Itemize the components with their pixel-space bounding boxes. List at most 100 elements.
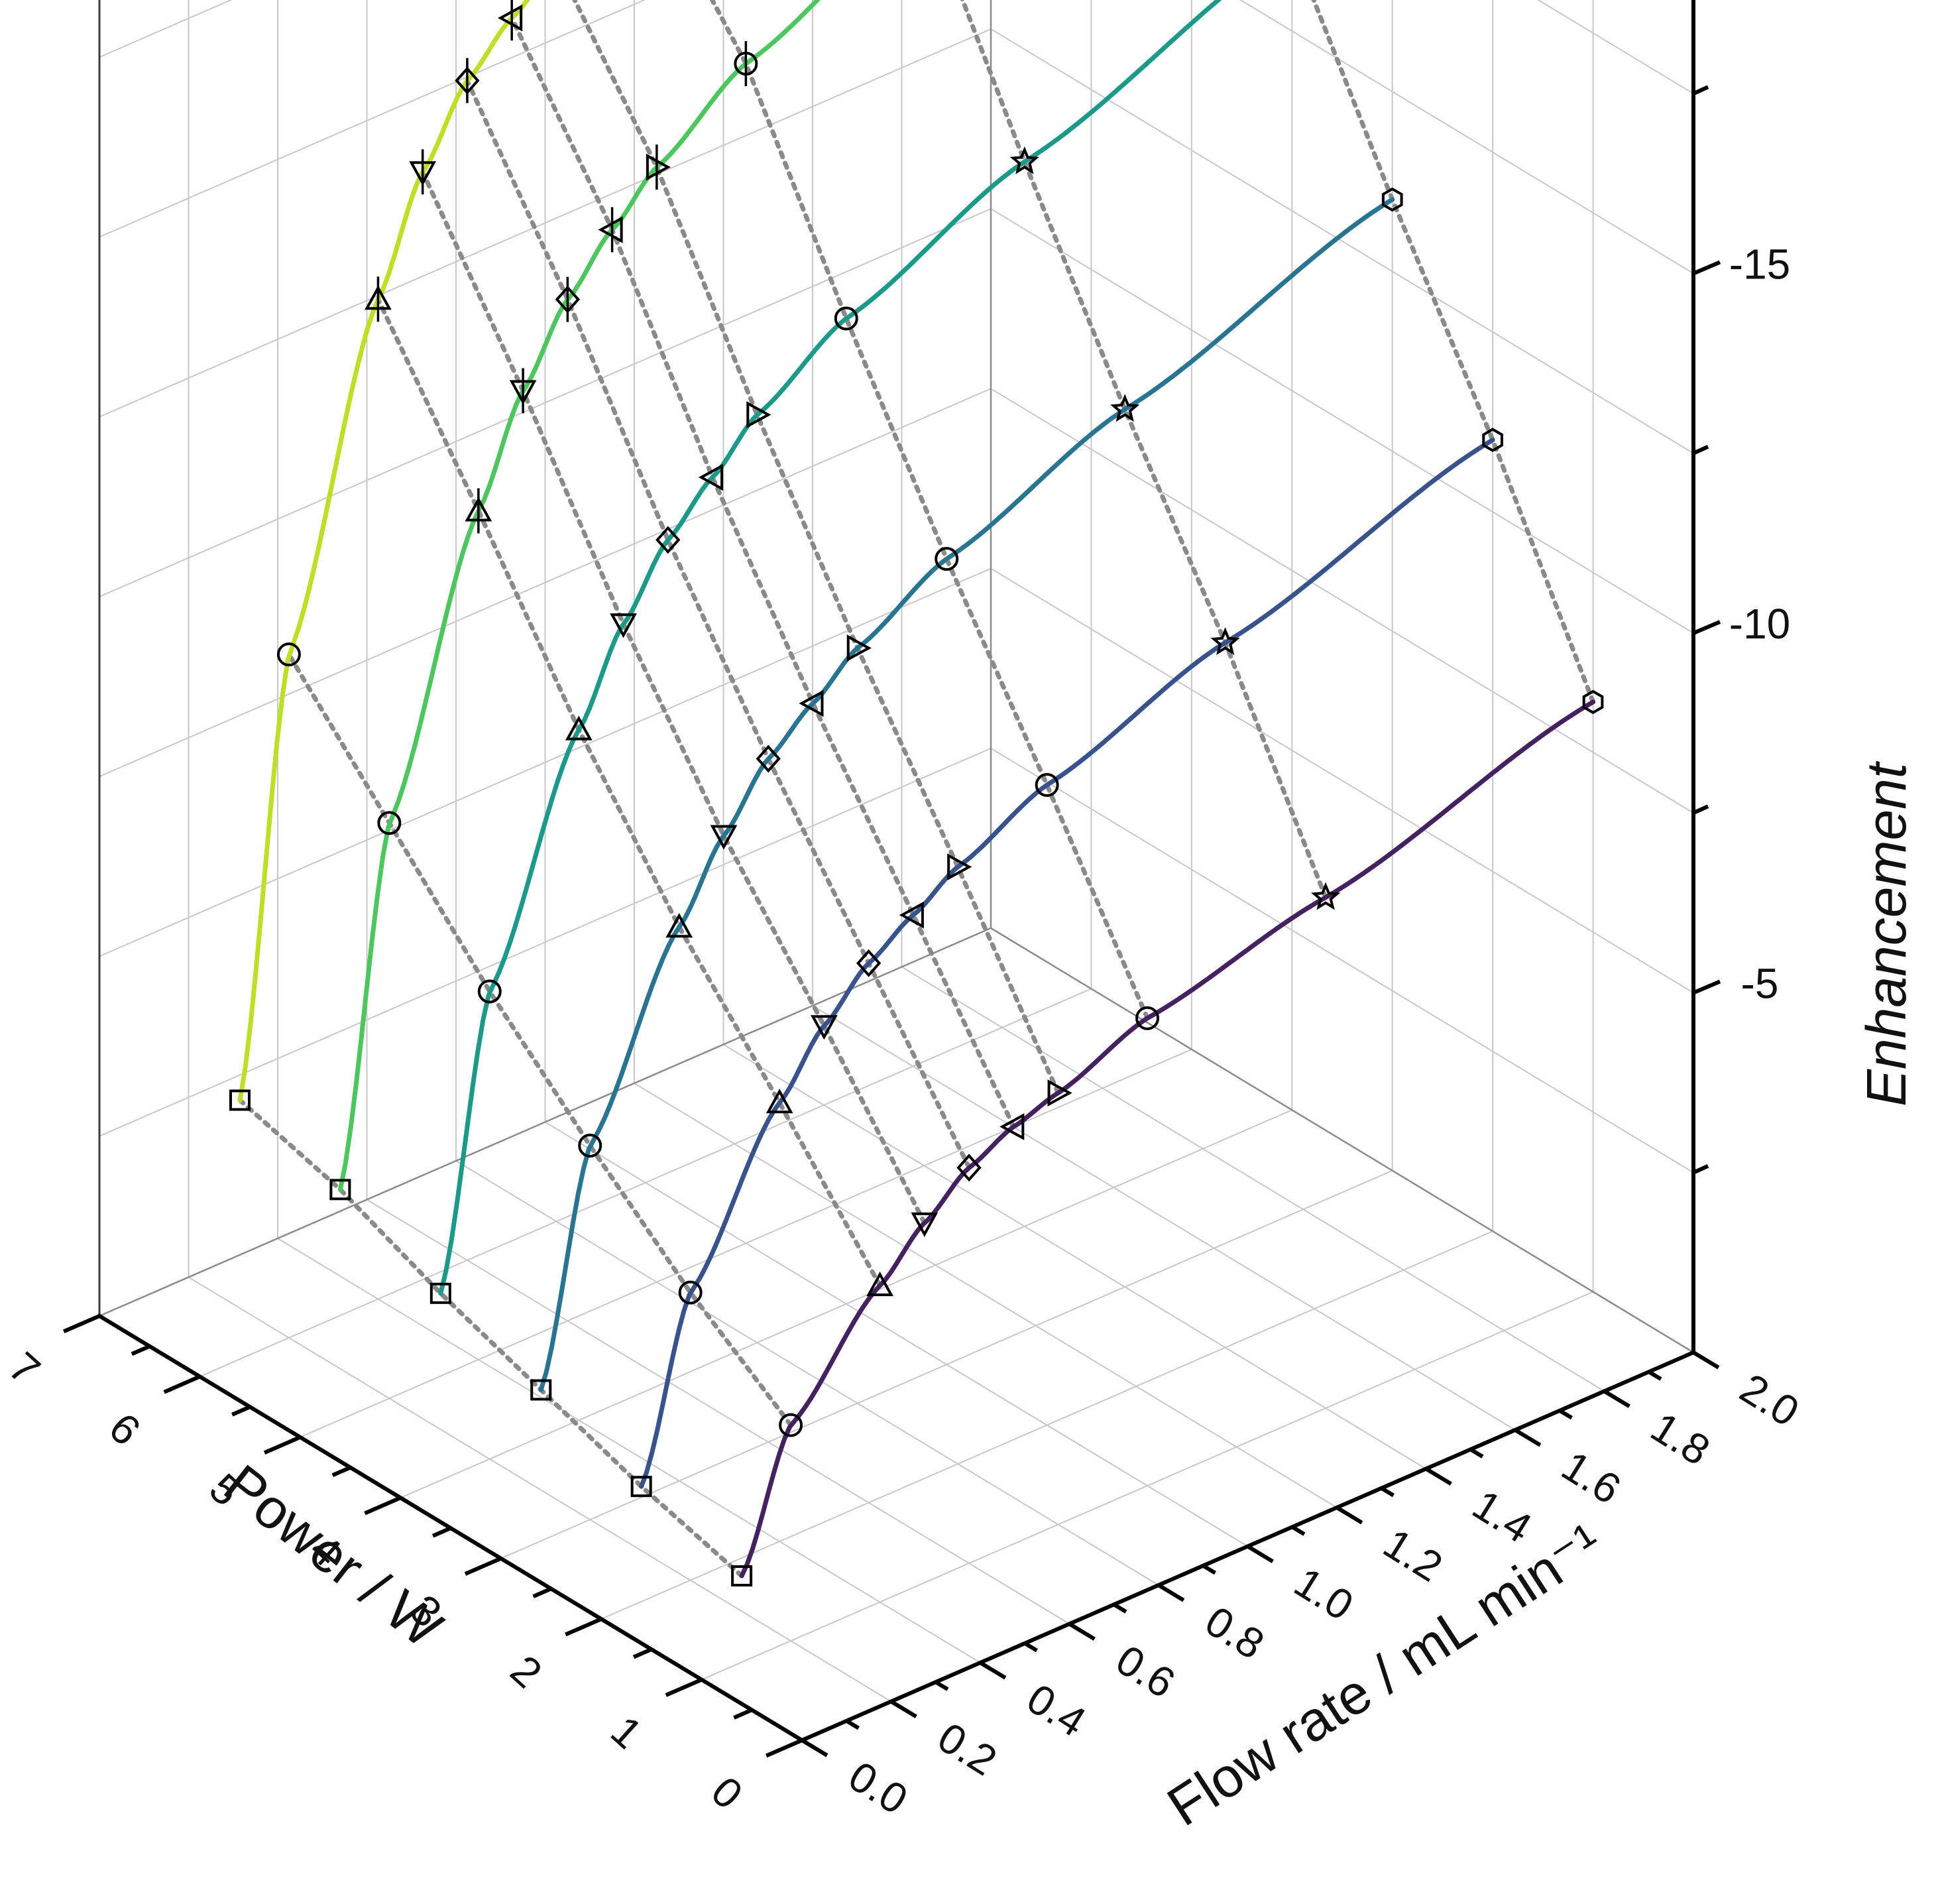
side-wall-grid-line bbox=[990, 208, 1694, 634]
data-point-star bbox=[1210, 627, 1240, 656]
projection-line bbox=[1311, 0, 1596, 705]
data-point-star bbox=[1110, 394, 1140, 422]
floor-grid-line bbox=[400, 1109, 1292, 1499]
x-minor-tick bbox=[1202, 1564, 1216, 1575]
x-tick-label: 2.0 bbox=[1732, 1364, 1807, 1436]
x-minor-tick bbox=[1380, 1486, 1395, 1498]
floor-grid-line bbox=[500, 1169, 1393, 1559]
side-wall-grid-line bbox=[990, 28, 1694, 454]
z-tick-label: -5 bbox=[1741, 960, 1779, 1008]
side-wall-grid-line bbox=[1239, 0, 1694, 274]
x-minor-tick bbox=[845, 1719, 860, 1730]
x-tick bbox=[1424, 1466, 1452, 1486]
z-axis-label: Enhancement bbox=[1855, 760, 1917, 1106]
x-minor-tick bbox=[1648, 1370, 1662, 1381]
x-tick bbox=[979, 1661, 1007, 1680]
data-point-triangle-up bbox=[365, 285, 392, 310]
box-edge bbox=[99, 927, 992, 1317]
z-minor-tick bbox=[1692, 445, 1709, 455]
floor-grid-line bbox=[188, 1276, 892, 1702]
y-tick-label: 1 bbox=[602, 1706, 652, 1757]
data-point-triangle-up bbox=[465, 497, 492, 522]
data-point-circle bbox=[1135, 1006, 1160, 1030]
data-point-square bbox=[530, 1379, 552, 1401]
data-point-triangle-down bbox=[811, 1015, 838, 1040]
x-tick bbox=[1514, 1428, 1542, 1447]
back-wall-grid-line bbox=[99, 28, 992, 418]
projection-line bbox=[286, 652, 793, 1428]
y-minor-tick bbox=[431, 1526, 452, 1538]
x-tick-label: 1.0 bbox=[1286, 1558, 1362, 1630]
y-tick bbox=[665, 1677, 703, 1697]
z-tick bbox=[1692, 260, 1721, 276]
floor-grid-line bbox=[812, 1005, 1516, 1431]
series-curve-power-1 bbox=[739, 699, 1596, 1578]
projection-line bbox=[375, 296, 883, 1288]
data-point-triangle-right bbox=[947, 853, 972, 880]
y-minor-tick bbox=[131, 1344, 150, 1356]
data-point-diamond bbox=[656, 526, 681, 554]
data-point-diamond bbox=[555, 285, 581, 314]
x-tick-label: 0.2 bbox=[930, 1713, 1005, 1785]
side-wall-grid-line bbox=[990, 747, 1694, 1173]
data-point-circle bbox=[935, 547, 959, 571]
data-point-circle bbox=[477, 979, 502, 1004]
floor-grid-line bbox=[277, 1238, 981, 1663]
series-curves bbox=[237, 0, 1596, 1578]
x-minor-tick bbox=[1291, 1525, 1306, 1536]
x-minor-tick bbox=[1113, 1602, 1127, 1614]
data-point-circle bbox=[377, 811, 402, 835]
floor-grid-line bbox=[366, 1199, 1070, 1625]
data-point-triangle-left bbox=[698, 463, 724, 491]
data-point-diamond bbox=[455, 66, 480, 95]
data-point-triangle-down bbox=[911, 1212, 939, 1237]
y-tick bbox=[263, 1435, 302, 1455]
y-tick bbox=[364, 1496, 402, 1516]
data-point-triangle-left bbox=[799, 689, 824, 717]
x-minor-tick bbox=[1558, 1409, 1573, 1420]
y-minor-tick bbox=[231, 1405, 251, 1417]
x-tick-label: 0.0 bbox=[840, 1752, 916, 1824]
x-minor-tick bbox=[1469, 1447, 1484, 1458]
x-tick-label: 1.8 bbox=[1643, 1403, 1719, 1474]
y-tick bbox=[63, 1314, 101, 1334]
y-minor-tick bbox=[331, 1465, 351, 1478]
projection-lines bbox=[237, 0, 1596, 1578]
x-tick-label: 1.6 bbox=[1554, 1442, 1629, 1514]
data-point-triangle-up bbox=[665, 913, 693, 938]
projection-line bbox=[465, 78, 972, 1170]
x-tick bbox=[801, 1738, 828, 1757]
x-tick bbox=[1157, 1583, 1185, 1602]
z-tick bbox=[1692, 620, 1721, 635]
back-wall-grid-line bbox=[99, 388, 992, 778]
y-tick bbox=[565, 1617, 602, 1637]
y-tick-label: 0 bbox=[703, 1767, 752, 1818]
back-wall-grid-line bbox=[99, 0, 646, 238]
projection-line bbox=[572, 0, 1061, 1096]
data-point-circle bbox=[734, 51, 758, 76]
data-point-star bbox=[1009, 146, 1039, 174]
data-point-triangle-down bbox=[409, 161, 437, 186]
projection-line bbox=[709, 0, 1150, 1021]
y-tick-label: 6 bbox=[100, 1403, 150, 1455]
back-wall-grid-line bbox=[99, 208, 992, 597]
z-tick-label: -10 bbox=[1729, 600, 1791, 648]
x-tick-label: 1.4 bbox=[1465, 1480, 1540, 1552]
x-tick bbox=[1603, 1389, 1630, 1408]
projection-line bbox=[237, 1098, 744, 1578]
floor-grid-line bbox=[722, 1043, 1427, 1470]
side-wall-grid-line bbox=[990, 388, 1694, 814]
data-point-triangle-right bbox=[646, 153, 671, 181]
y-axis-label: Power / W bbox=[213, 1453, 453, 1660]
x-tick bbox=[1692, 1350, 1720, 1370]
data-point-square bbox=[429, 1282, 451, 1304]
floor-grid-line bbox=[600, 1230, 1493, 1620]
data-point-diamond bbox=[756, 744, 781, 773]
data-point-triangle-down bbox=[509, 380, 537, 405]
data-point-triangle-left bbox=[999, 1113, 1025, 1140]
data-point-triangle-right bbox=[846, 634, 872, 662]
grid-layer bbox=[99, 0, 1694, 1741]
x-tick-label: 0.8 bbox=[1197, 1597, 1273, 1669]
data-point-square bbox=[630, 1476, 652, 1498]
